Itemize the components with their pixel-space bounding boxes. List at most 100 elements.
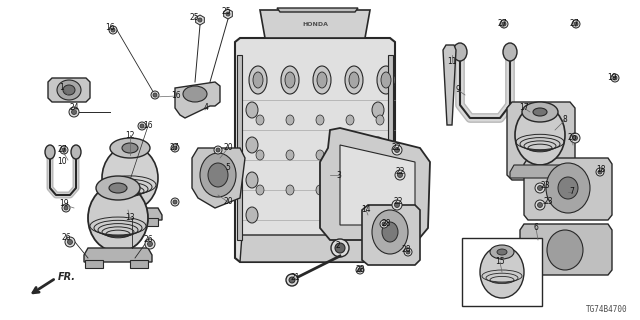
Polygon shape xyxy=(520,224,612,275)
Bar xyxy=(462,238,542,306)
Circle shape xyxy=(64,206,68,210)
Circle shape xyxy=(570,133,580,143)
Polygon shape xyxy=(223,9,232,19)
Ellipse shape xyxy=(346,185,354,195)
Ellipse shape xyxy=(208,163,228,187)
Ellipse shape xyxy=(345,66,363,94)
Text: 14: 14 xyxy=(361,205,371,214)
Text: 20: 20 xyxy=(223,143,233,153)
Circle shape xyxy=(147,242,152,246)
Polygon shape xyxy=(320,128,430,240)
Ellipse shape xyxy=(349,72,359,88)
Ellipse shape xyxy=(480,246,524,298)
Polygon shape xyxy=(84,248,152,262)
Circle shape xyxy=(171,144,179,152)
Text: 7: 7 xyxy=(570,188,575,196)
Text: 22: 22 xyxy=(391,143,401,153)
Text: 27: 27 xyxy=(497,20,507,28)
Circle shape xyxy=(153,93,157,97)
Ellipse shape xyxy=(547,230,583,270)
Ellipse shape xyxy=(376,115,384,125)
Text: 9: 9 xyxy=(456,85,460,94)
Text: 2: 2 xyxy=(335,241,340,250)
Ellipse shape xyxy=(316,150,324,160)
Circle shape xyxy=(65,237,75,247)
Circle shape xyxy=(613,76,617,80)
Circle shape xyxy=(574,22,578,26)
Ellipse shape xyxy=(376,150,384,160)
Circle shape xyxy=(392,145,402,155)
Circle shape xyxy=(109,26,117,34)
Text: 28: 28 xyxy=(401,245,411,254)
Text: 16: 16 xyxy=(143,122,153,131)
Circle shape xyxy=(406,250,410,254)
Bar xyxy=(140,218,158,226)
Text: 4: 4 xyxy=(204,103,209,113)
Ellipse shape xyxy=(497,249,507,255)
Circle shape xyxy=(394,148,399,153)
Text: 28: 28 xyxy=(381,220,391,228)
Polygon shape xyxy=(48,78,90,102)
Polygon shape xyxy=(240,235,390,262)
Polygon shape xyxy=(98,208,162,220)
Text: 1: 1 xyxy=(60,84,65,92)
Ellipse shape xyxy=(382,222,398,242)
Ellipse shape xyxy=(381,72,391,88)
Circle shape xyxy=(331,239,349,257)
Ellipse shape xyxy=(372,207,384,223)
Polygon shape xyxy=(235,38,395,262)
Ellipse shape xyxy=(286,115,294,125)
Circle shape xyxy=(62,204,70,212)
Ellipse shape xyxy=(256,115,264,125)
Circle shape xyxy=(538,203,543,207)
Ellipse shape xyxy=(109,183,127,193)
Circle shape xyxy=(67,239,72,244)
Polygon shape xyxy=(510,165,572,178)
Circle shape xyxy=(226,12,230,16)
Text: 27: 27 xyxy=(57,146,67,155)
Ellipse shape xyxy=(317,72,327,88)
Circle shape xyxy=(395,170,405,180)
Circle shape xyxy=(111,28,115,32)
Text: 23: 23 xyxy=(540,181,550,190)
Ellipse shape xyxy=(200,153,236,197)
Circle shape xyxy=(198,18,202,22)
Polygon shape xyxy=(192,148,245,208)
Polygon shape xyxy=(340,145,415,225)
Circle shape xyxy=(145,239,155,249)
Ellipse shape xyxy=(376,185,384,195)
Text: 13: 13 xyxy=(125,213,135,222)
Text: 23: 23 xyxy=(543,197,553,206)
Circle shape xyxy=(611,74,619,82)
Text: 16: 16 xyxy=(171,92,181,100)
Circle shape xyxy=(394,203,399,207)
Ellipse shape xyxy=(377,66,395,94)
Text: FR.: FR. xyxy=(58,272,76,282)
Text: 16: 16 xyxy=(105,23,115,33)
Ellipse shape xyxy=(281,66,299,94)
Ellipse shape xyxy=(71,145,81,159)
Ellipse shape xyxy=(246,172,258,188)
Ellipse shape xyxy=(286,185,294,195)
Text: 12: 12 xyxy=(125,131,135,140)
Text: 18: 18 xyxy=(596,165,605,174)
Text: 19: 19 xyxy=(59,199,69,209)
Ellipse shape xyxy=(490,245,514,259)
Ellipse shape xyxy=(533,108,547,116)
Ellipse shape xyxy=(253,72,263,88)
Ellipse shape xyxy=(256,150,264,160)
Ellipse shape xyxy=(546,163,590,213)
Ellipse shape xyxy=(286,150,294,160)
Text: 25: 25 xyxy=(221,7,231,17)
Circle shape xyxy=(151,91,159,99)
Polygon shape xyxy=(443,45,456,125)
Circle shape xyxy=(289,277,295,283)
Circle shape xyxy=(356,266,364,274)
Ellipse shape xyxy=(246,207,258,223)
Text: 24: 24 xyxy=(69,103,79,113)
Ellipse shape xyxy=(246,102,258,118)
Text: 26: 26 xyxy=(567,133,577,142)
Polygon shape xyxy=(362,205,420,265)
Circle shape xyxy=(286,274,298,286)
Circle shape xyxy=(535,200,545,210)
